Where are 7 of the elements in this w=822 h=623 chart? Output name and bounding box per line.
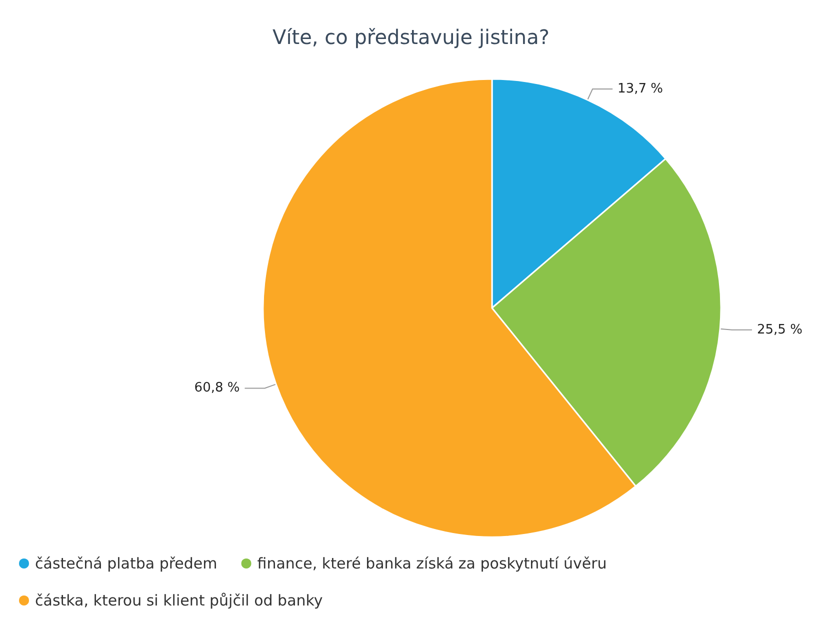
legend-label: částečná platba předem (35, 554, 218, 572)
legend-label: finance, které banka získá za poskytnutí úvěru (257, 554, 607, 572)
data-label: 13,7 % (618, 81, 663, 96)
data-label: 60,8 % (194, 380, 240, 396)
legend-label: částka, kterou si klient půjčil od banky (35, 592, 323, 610)
data-label: 25,5 % (757, 322, 802, 338)
chart-title: Víte, co představuje jistina? (272, 25, 550, 49)
